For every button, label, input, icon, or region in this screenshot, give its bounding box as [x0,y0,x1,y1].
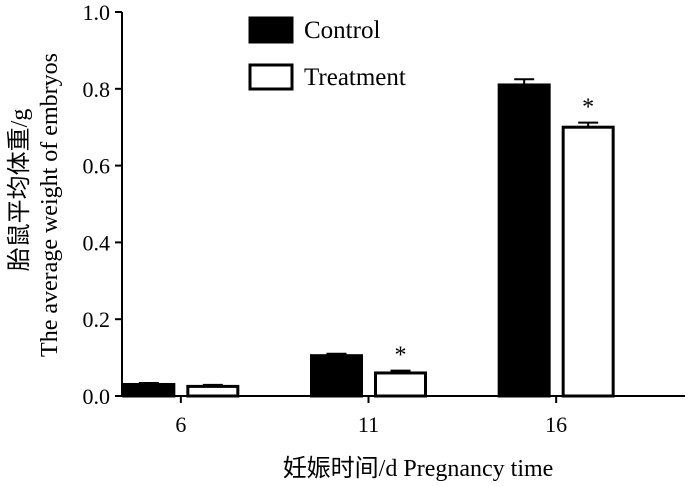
legend-swatch-treatment [248,63,294,91]
bar-control-11 [310,354,363,398]
legend-label-control: Control [304,17,380,44]
bar-control-6 [122,382,176,398]
legend-swatch-control [248,16,294,44]
y-tick-label: 0.0 [83,384,111,409]
x-tick-label: 16 [545,412,567,437]
legend-label-treatment: Treatment [304,64,406,91]
y-tick-label: 0.2 [83,307,111,332]
x-axis-title: 妊娠时间/d Pregnancy time [283,455,554,482]
bar-treatment-11 [374,371,427,398]
x-tick-label: 6 [175,412,186,437]
significance-marker: * [582,95,594,121]
significance-marker: * [395,343,407,369]
y-axis-title-line1: 胎鼠平均体重/g [6,109,33,272]
y-tick-label: 0.6 [83,154,111,179]
bar-treatment-16 [561,125,615,398]
bar-treatment-6 [186,384,240,398]
y-tick-label: 1.0 [83,0,111,25]
y-tick-label: 0.4 [83,230,111,255]
legend: Control Treatment [248,16,406,91]
bars: ** [122,78,615,398]
axes: 0.0 0.2 0.4 0.6 0.8 1.0 6 11 16 [83,0,685,437]
y-tick-label: 0.8 [83,77,111,102]
y-axis-title-line2: The average weight of embryos [37,53,63,357]
x-tick-label: 11 [358,412,379,437]
bar-control-16 [497,83,551,398]
